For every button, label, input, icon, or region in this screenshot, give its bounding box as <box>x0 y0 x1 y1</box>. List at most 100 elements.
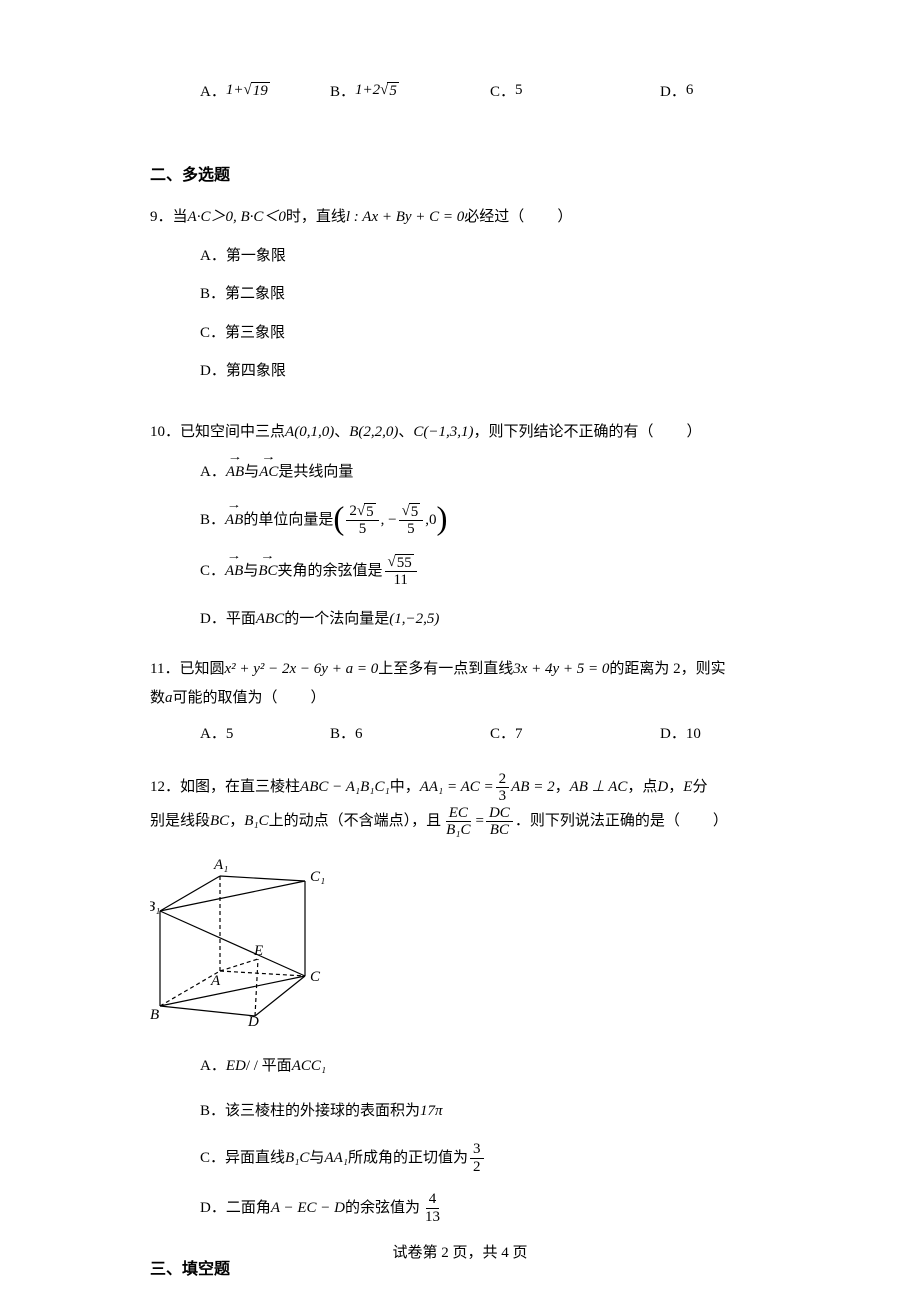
q12-eq1n: 2 <box>496 771 510 789</box>
q12-rd2: BC <box>487 822 512 839</box>
q11-num: 11． <box>150 655 179 684</box>
page-footer: 试卷第 2 页，共 4 页 <box>0 1241 920 1262</box>
q12-rn2: DC <box>486 805 513 823</box>
q8-options: A． 1+√19 B． 1+2√5 C． 5 D． 6 <box>200 80 770 101</box>
q12-rn1: EC <box>446 805 471 823</box>
q12-c-l1: B₁C <box>285 1144 309 1173</box>
q10-B: B(2,2,0) <box>349 418 398 447</box>
q11-l2-2: 可能的取值为（ <box>173 684 278 713</box>
q10-d-t2: 的一个法向量是 <box>284 605 389 634</box>
q12-req: = <box>476 807 484 836</box>
q10-b-n1: 2√5 <box>349 503 375 519</box>
q12-s4: ，点 <box>627 773 657 802</box>
section-2-title: 二、多选题 <box>150 161 770 185</box>
q12-eq1l: AA₁ = AC = <box>420 773 494 802</box>
q8-a-prefix: A． <box>200 80 226 101</box>
q12-d-den: 13 <box>422 1209 443 1226</box>
q12-b-val: 17π <box>420 1097 443 1126</box>
q10-b-z: 0 <box>429 506 437 535</box>
q10-b-d2: 5 <box>404 521 418 538</box>
question-11: 11． 已知圆 x² + y² − 2x − 6y + a = 0 上至多有一点… <box>150 655 770 749</box>
q12-l2-1: 别是线段 <box>150 807 210 836</box>
q12-d-t1: 二面角 <box>226 1194 271 1223</box>
q12-d-t2: 的余弦值为 <box>345 1194 420 1223</box>
q10-c-den: 11 <box>390 572 410 589</box>
q12-BC: BC <box>210 807 229 836</box>
q12-l2-4: ．则下列说法正确的是（ <box>515 807 680 836</box>
q10-C: C(−1,3,1) <box>413 418 473 447</box>
fig-label-C1: C₁ <box>310 869 325 885</box>
fig-label-A1: A₁ <box>213 857 228 873</box>
q9-opt-b: B．第二象限 <box>200 280 490 309</box>
q9-opt-c: C．第三象限 <box>200 319 490 348</box>
q12-c-den: 2 <box>470 1159 484 1176</box>
q12-c-prefix: C． <box>200 1144 225 1173</box>
q12-d-num: 4 <box>426 1191 440 1209</box>
q8-c-val: 5 <box>515 82 523 99</box>
q11-opt-c: C．7 <box>490 720 660 749</box>
q12-c-l2: AA₁ <box>324 1144 348 1173</box>
q10-b-d1: 5 <box>356 521 370 538</box>
q12-s2: 中， <box>390 773 420 802</box>
question-10: 10． 已知空间中三点 A(0,1,0) 、 B(2,2,0) 、 C(−1,3… <box>150 418 770 634</box>
q9-cond: A·C＞0, B·C＜0 <box>188 203 286 232</box>
q8-b-expr: 1+2√5 <box>355 82 399 100</box>
q10-d-t1: 平面 <box>226 605 256 634</box>
fig-label-E: E <box>253 943 263 959</box>
q11-opt-d: D．10 <box>660 720 701 749</box>
q11-s2: 上至多有一点到直线 <box>378 655 513 684</box>
q12-perp: AB ⊥ AC <box>570 773 628 802</box>
q10-b-mid: 的单位向量是 <box>243 506 333 535</box>
q12-l2-2: ， <box>229 807 244 836</box>
q12-d-angle: A − EC − D <box>271 1194 345 1223</box>
question-9: 9． 当 A·C＞0, B·C＜0 时，直线 l : Ax + By + C =… <box>150 203 770 396</box>
q10-sep1: 、 <box>334 418 349 447</box>
q10-a-vec2: AC <box>259 458 278 487</box>
q12-d-prefix: D． <box>200 1194 226 1223</box>
q12-eq1d: 3 <box>496 788 510 805</box>
q12-D: D <box>657 773 668 802</box>
q10-b-vec: AB <box>225 506 243 535</box>
q9-num: 9． <box>150 203 173 232</box>
q10-s3: ） <box>687 418 702 447</box>
q12-c-t1: 异面直线 <box>225 1144 285 1173</box>
q11-l2-1: 数 <box>150 684 165 713</box>
q9-opt-a: A．第一象限 <box>200 242 490 271</box>
fig-label-C: C <box>310 969 321 985</box>
q9-opt-d: D．第四象限 <box>200 357 490 386</box>
q12-s3: ， <box>555 773 570 802</box>
q10-s2: ，则下列结论不正确的有（ <box>474 418 654 447</box>
q10-a-tail: 是共线向量 <box>278 458 353 487</box>
q12-b-prefix: B． <box>200 1097 225 1126</box>
q8-c-prefix: C． <box>490 80 515 101</box>
fig-label-B1: B₁ <box>150 899 160 915</box>
fig-label-B: B <box>150 1007 159 1023</box>
q12-figure: A₁ C₁ B₁ A B C D E <box>150 851 770 1037</box>
q10-d-vec: (1,−2,5) <box>389 605 439 634</box>
q12-E: E <box>683 773 692 802</box>
q10-num: 10． <box>150 418 180 447</box>
q11-line: 3x + 4y + 5 = 0 <box>513 655 609 684</box>
q12-a-3: ACC₁ <box>292 1052 326 1081</box>
q12-c1: ， <box>668 773 683 802</box>
q12-eq1r: AB = 2 <box>511 773 554 802</box>
q9-stem-1: 当 <box>173 203 188 232</box>
q12-s1: 如图，在直三棱柱 <box>180 773 300 802</box>
q12-c-t3: 所成角的正切值为 <box>348 1144 468 1173</box>
q12-c-num: 3 <box>470 1141 484 1159</box>
q12-prism: ABC − A₁B₁C₁ <box>300 773 390 802</box>
q10-d-prefix: D． <box>200 605 226 634</box>
q12-l2-5: ） <box>713 807 728 836</box>
q10-s1: 已知空间中三点 <box>180 418 285 447</box>
q12-c-t2: 与 <box>309 1144 324 1173</box>
q12-l2-3: 上的动点（不含端点），且 <box>269 807 442 836</box>
q10-d-plane: ABC <box>256 605 284 634</box>
q12-b-text: 该三棱柱的外接球的表面积为 <box>225 1097 420 1126</box>
q8-b-prefix: B． <box>330 80 355 101</box>
q12-B1C: B₁C <box>244 807 268 836</box>
q10-sep2: 、 <box>398 418 413 447</box>
q8-d-val: 6 <box>686 82 694 99</box>
q9-stem-4: ） <box>557 203 572 232</box>
q8-d-prefix: D． <box>660 80 686 101</box>
q10-c-num: √55 <box>388 554 414 570</box>
